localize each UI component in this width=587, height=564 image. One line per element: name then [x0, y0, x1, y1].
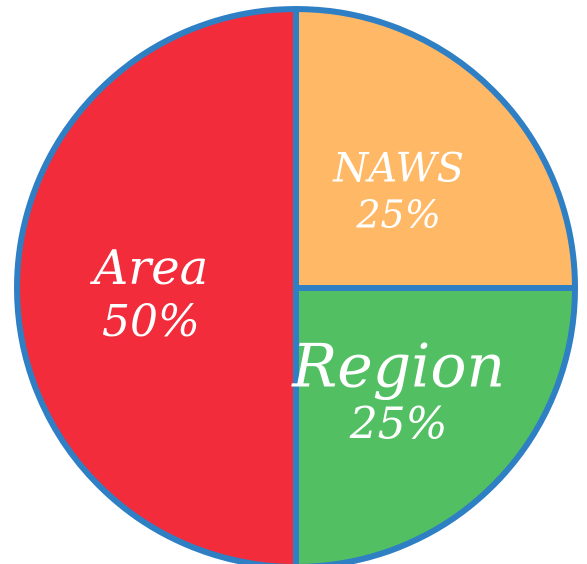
pie-slice-area: [14, 6, 299, 564]
slice-value-region: 25%: [349, 399, 448, 450]
slice-label-naws: NAWS: [332, 145, 464, 191]
slice-label-region: Region: [291, 332, 505, 402]
pie-slice-region: [293, 285, 578, 564]
slice-value-naws: 25%: [355, 192, 440, 236]
slice-label-area: Area: [90, 240, 209, 296]
pie-slices: [14, 6, 578, 564]
slice-value-area: 50%: [102, 296, 200, 347]
pie-slice-naws: [293, 6, 578, 291]
